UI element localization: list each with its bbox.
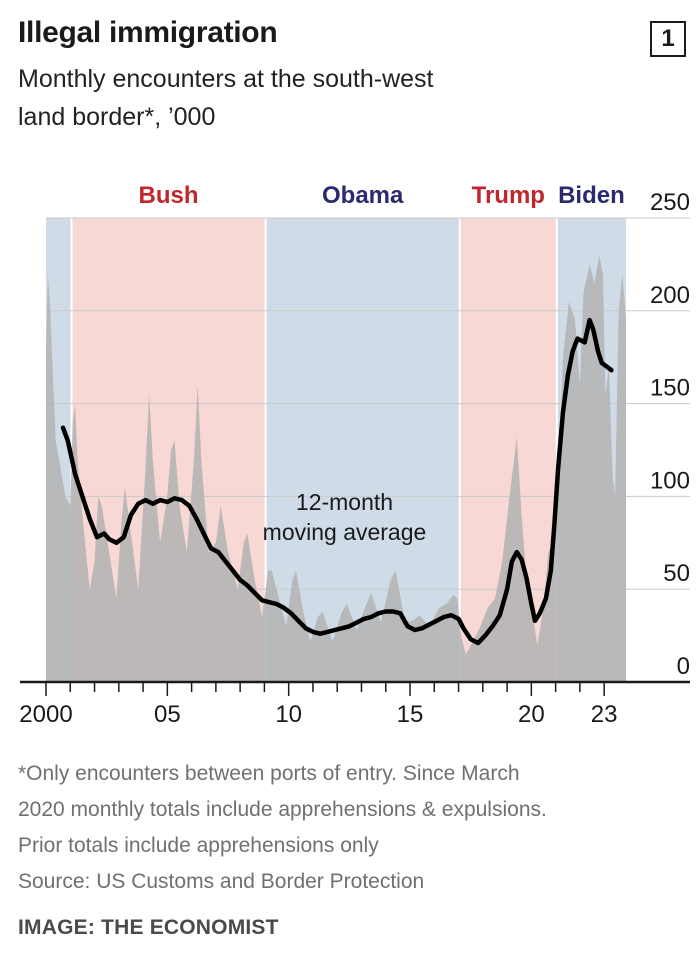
subtitle-line: Monthly encounters at the south-west xyxy=(18,65,434,93)
footnote-line: *Only encounters between ports of entry.… xyxy=(18,762,520,785)
image-credit: IMAGE: THE ECONOMIST xyxy=(18,916,279,939)
x-tick-label: 10 xyxy=(275,701,302,728)
footnote-line: 2020 monthly totals include apprehension… xyxy=(18,798,547,821)
y-tick-label: 50 xyxy=(663,560,690,587)
axes: 2000 05 10 15 20 23 0 50 100 150 200 250 xyxy=(19,189,690,728)
subtitle-line: land border*, ’000 xyxy=(18,103,216,131)
source-line: Source: US Customs and Border Protection xyxy=(18,870,425,893)
chart-subtitle: Monthly encounters at the south-west lan… xyxy=(18,60,538,136)
x-tick-label: 20 xyxy=(518,701,545,728)
moving-average-line xyxy=(60,317,614,646)
moving-average-annotation: moving average xyxy=(263,519,427,545)
chart-title: Illegal immigration xyxy=(18,16,278,49)
chart-number-badge: 1 xyxy=(650,21,686,57)
y-tick-label: 100 xyxy=(650,467,690,494)
presidency-label: Bush xyxy=(139,182,199,209)
x-tick-label: 15 xyxy=(397,701,424,728)
x-tick-label: 2000 xyxy=(19,701,72,728)
y-tick-label: 0 xyxy=(677,653,690,680)
chart-area: 2000 05 10 15 20 23 0 50 100 150 200 250 Bush Obama T… xyxy=(19,182,690,728)
moving-average-annotation: 12-month xyxy=(296,489,393,515)
presidency-label: Trump xyxy=(472,182,545,209)
x-tick-label: 05 xyxy=(154,701,181,728)
y-tick-label: 150 xyxy=(650,375,690,402)
footnote: *Only encounters between ports of entry.… xyxy=(18,756,658,900)
footnote-line: Prior totals include apprehensions only xyxy=(18,834,379,857)
y-tick-label: 200 xyxy=(650,282,690,309)
chart-labels: Bush Obama Trump Biden 12-month moving averag… xyxy=(139,182,625,545)
moving-average-series xyxy=(60,317,614,646)
presidency-label: Biden xyxy=(558,182,625,209)
y-tick-label: 250 xyxy=(650,189,690,216)
presidency-label: Obama xyxy=(322,182,404,209)
monthly-encounters-series xyxy=(46,255,626,682)
monthly-encounters-area xyxy=(46,255,626,682)
x-tick-label: 23 xyxy=(591,701,618,728)
